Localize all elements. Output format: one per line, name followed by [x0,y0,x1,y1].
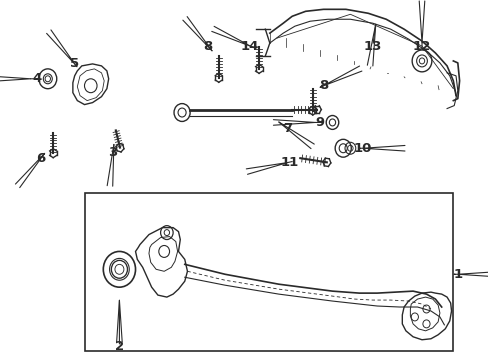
Text: 10: 10 [353,142,371,155]
Text: 14: 14 [241,40,259,53]
Text: 2: 2 [115,340,124,353]
Text: 3: 3 [108,146,118,159]
Text: 6: 6 [36,152,45,165]
Bar [84,193,452,351]
Text: 5: 5 [70,57,79,71]
Text: 4: 4 [32,72,41,85]
Text: 12: 12 [412,40,430,53]
Text: 8: 8 [318,79,327,92]
Text: 8: 8 [203,40,212,53]
Text: 11: 11 [280,156,298,168]
Text: 9: 9 [315,116,324,129]
Text: 13: 13 [363,40,381,53]
Text: 1: 1 [452,268,462,281]
Text: 7: 7 [283,122,292,135]
